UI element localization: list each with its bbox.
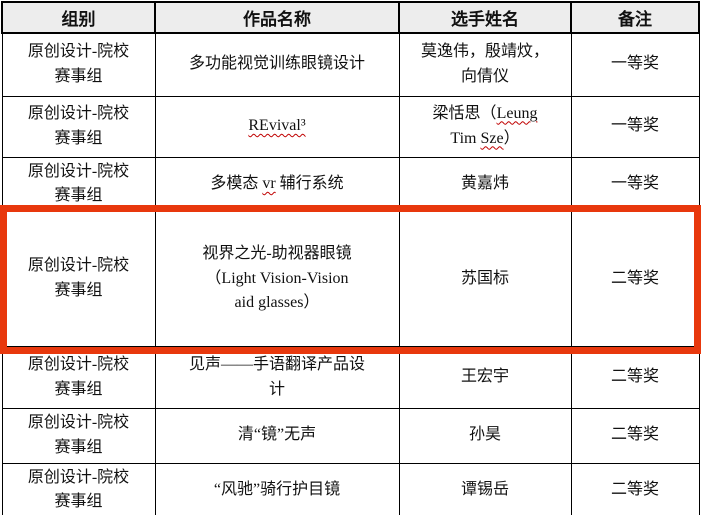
text-segment: 原创设计-院校 赛事组 <box>27 355 130 398</box>
table-row: 原创设计-院校 赛事组 REvival³ 梁恬思（Leung Tim Sze） 一等奖 <box>1 95 700 158</box>
text-segment: 原创设计-院校 赛事组 <box>27 468 130 511</box>
header-cell-2: 选手姓名 <box>398 1 572 34</box>
text-segment: 二等奖 <box>610 426 659 444</box>
cell-work: REvival³ <box>154 95 400 158</box>
text-segment: vr <box>262 174 276 192</box>
text-segment: 王宏宇 <box>460 368 509 386</box>
cell-work: 见声——手语翻译产品设 计 <box>154 346 400 410</box>
text-segment: 多功能视觉训练眼镜设计 <box>188 55 365 73</box>
text-segment: 莫逸伟，殷靖炆， 向倩仪 <box>420 42 549 85</box>
text-segment: Tim <box>450 129 477 147</box>
table-body: 原创设计-院校 赛事组 多功能视觉训练眼镜设计 莫逸伟，殷靖炆， 向倩仪 一等奖 原创设… <box>1 32 700 515</box>
text-segment: ） <box>503 129 520 147</box>
text-segment: 原创设计-院校 赛事组 <box>27 162 130 205</box>
table-row: 原创设计-院校 赛事组 多功能视觉训练眼镜设计 莫逸伟，殷靖炆， 向倩仪 一等奖 <box>1 32 700 97</box>
text-segment: 一等奖 <box>610 174 659 192</box>
text-segment: 见声——手语翻译产品设 计 <box>188 355 365 398</box>
text-segment: REvival³ <box>248 117 306 135</box>
text-segment: 黄嘉炜 <box>460 174 509 192</box>
cell-group: 原创设计-院校 赛事组 <box>1 211 156 348</box>
cell-name: 苏国标 <box>398 211 572 348</box>
text-segment: 二等奖 <box>610 481 659 499</box>
cell-award: 二等奖 <box>570 408 700 464</box>
cell-name: 黄嘉炜 <box>398 156 572 213</box>
cell-award: 一等奖 <box>570 32 700 97</box>
text-segment: 谭锡岳 <box>460 481 509 499</box>
text-segment: 视界之光-助视器眼镜 （Light Vision-Vision aid glas… <box>202 244 352 312</box>
cell-name: 王宏宇 <box>398 346 572 410</box>
text-segment: 一等奖 <box>610 117 659 135</box>
header-cell-0: 组别 <box>1 1 156 34</box>
cell-work: 多功能视觉训练眼镜设计 <box>154 32 400 97</box>
cell-work: 视界之光-助视器眼镜 （Light Vision-Vision aid glas… <box>154 211 400 348</box>
text-segment: 一等奖 <box>610 55 659 73</box>
text-segment: 二等奖 <box>610 269 659 287</box>
table-row: 原创设计-院校 赛事组 见声——手语翻译产品设 计 王宏宇 二等奖 <box>1 346 700 410</box>
text-segment: 二等奖 <box>610 368 659 386</box>
cell-work: “风驰”骑行护目镜 <box>154 462 400 515</box>
cell-work: 多模态 vr 辅行系统 <box>154 156 400 213</box>
cell-name: 谭锡岳 <box>398 462 572 515</box>
text-segment: 原创设计-院校 赛事组 <box>27 104 130 147</box>
text-segment: “风驰”骑行护目镜 <box>213 481 341 499</box>
text-segment: 清“镜”无声 <box>237 426 317 444</box>
text-segment: 原创设计-院校 赛事组 <box>27 42 130 85</box>
text-segment: 原创设计-院校 赛事组 <box>27 257 130 300</box>
table-row: 原创设计-院校 赛事组 视界之光-助视器眼镜 （Light Vision-Visi… <box>1 211 700 348</box>
cell-group: 原创设计-院校 赛事组 <box>1 408 156 464</box>
cell-group: 原创设计-院校 赛事组 <box>1 462 156 515</box>
text-segment: Leung <box>496 104 538 122</box>
header-cell-3: 备注 <box>570 1 700 34</box>
table-row: 原创设计-院校 赛事组 多模态 vr 辅行系统 黄嘉炜 一等奖 <box>1 156 700 213</box>
cell-award: 二等奖 <box>570 462 700 515</box>
cell-award: 一等奖 <box>570 95 700 158</box>
text-segment: 原创设计-院校 赛事组 <box>27 414 130 456</box>
text-segment: Sze <box>480 129 504 147</box>
header-row: 组别 作品名称 选手姓名 备注 <box>1 1 700 34</box>
header-cell-1: 作品名称 <box>154 1 400 34</box>
cell-name: 梁恬思（Leung Tim Sze） <box>398 95 572 158</box>
cell-award: 一等奖 <box>570 156 700 213</box>
cell-group: 原创设计-院校 赛事组 <box>1 346 156 410</box>
table-row: 原创设计-院校 赛事组 清“镜”无声 孙昊 二等奖 <box>1 408 700 464</box>
text-segment: 孙昊 <box>468 426 501 444</box>
text-segment: 梁恬思（ <box>432 104 497 122</box>
text-segment: 辅行系统 <box>275 174 344 192</box>
cell-group: 原创设计-院校 赛事组 <box>1 95 156 158</box>
cell-name: 孙昊 <box>398 408 572 464</box>
cell-award: 二等奖 <box>570 346 700 410</box>
cell-group: 原创设计-院校 赛事组 <box>1 32 156 97</box>
text-segment: 多模态 <box>210 174 263 192</box>
cell-group: 原创设计-院校 赛事组 <box>1 156 156 213</box>
text-segment: 苏国标 <box>460 269 509 287</box>
table-header: 组别 作品名称 选手姓名 备注 <box>1 1 700 34</box>
cell-award: 二等奖 <box>570 211 700 348</box>
table-row: 原创设计-院校 赛事组 “风驰”骑行护目镜 谭锡岳 二等奖 <box>1 462 700 515</box>
cell-work: 清“镜”无声 <box>154 408 400 464</box>
cell-name: 莫逸伟，殷靖炆， 向倩仪 <box>398 32 572 97</box>
